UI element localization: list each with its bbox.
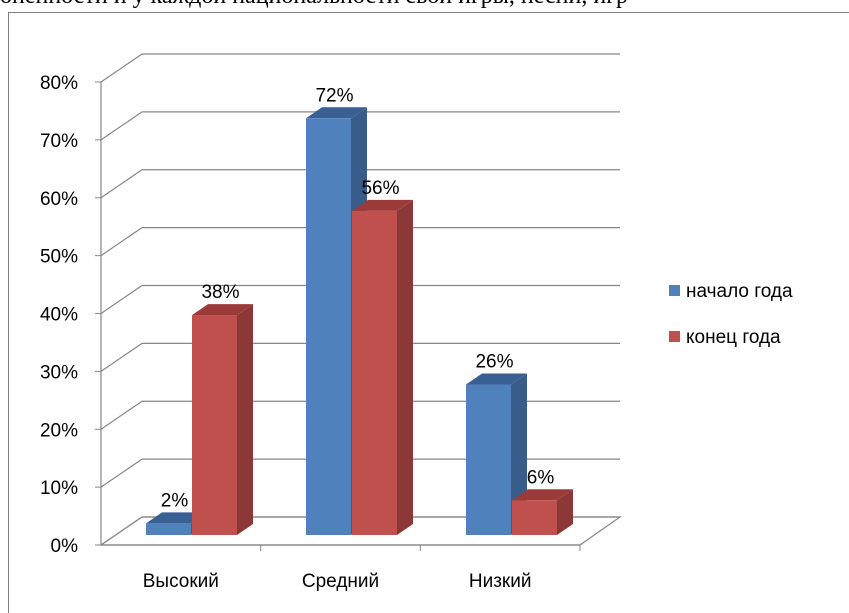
bars — [146, 107, 573, 536]
bar-top-face — [306, 107, 367, 119]
side-wall-gridline — [100, 285, 143, 314]
side-wall-gridline — [100, 400, 143, 430]
data-label: 56% — [361, 178, 399, 199]
bar-side-face — [397, 199, 413, 535]
axes: 0% 10% 20% 30% 40% 50% 60% 70% 80% Высокий Средний… — [40, 73, 581, 592]
bar-front-face — [466, 384, 511, 535]
y-tick-label: 20% — [40, 420, 78, 441]
data-label: 38% — [201, 282, 239, 303]
side-wall-gridline — [100, 169, 143, 199]
bar-side-face — [237, 304, 253, 535]
y-tick-label: 70% — [40, 131, 78, 152]
chart-frame — [8, 12, 849, 613]
bar-side-face — [557, 489, 573, 535]
background-document-text: оненности и у каждой национальности свои… — [0, 0, 849, 11]
side-wall-gridline — [100, 111, 143, 141]
y-tick-label: 0% — [51, 536, 79, 557]
bar-front-face — [192, 315, 237, 535]
data-label: 26% — [475, 352, 513, 373]
side-wall-gridline — [100, 53, 143, 83]
legend-label: конец года — [686, 327, 781, 348]
legend: начало года конец года — [669, 281, 793, 348]
data-labels: 2% 38% 72% 56% 26% 6% — [161, 85, 555, 511]
data-label: 2% — [161, 490, 189, 511]
x-tick-label: Низкий — [469, 571, 532, 592]
bar-front-face — [512, 500, 557, 535]
y-tick-label: 40% — [40, 305, 78, 326]
data-label: 6% — [527, 467, 555, 488]
legend-swatch — [669, 331, 680, 342]
bar-top-face — [146, 512, 207, 524]
y-tick-label: 30% — [40, 362, 78, 383]
y-tick-label: 80% — [40, 73, 78, 94]
bar-front-face — [146, 523, 191, 535]
bar-end-of-year-0 — [192, 304, 253, 535]
bar-end-of-year-1 — [352, 199, 413, 535]
bar-front-face — [306, 118, 351, 536]
y-tick-label: 10% — [40, 478, 78, 499]
side-wall-gridline — [100, 227, 143, 257]
bar-top-face — [352, 199, 413, 211]
side-wall-gridline — [100, 458, 143, 488]
bar-top-face — [512, 489, 573, 501]
y-tick-label: 60% — [40, 189, 78, 210]
legend-swatch — [669, 285, 680, 296]
data-label: 72% — [315, 85, 353, 106]
x-tick-label: Высокий — [143, 571, 219, 592]
side-wall-gridline — [100, 342, 143, 372]
y-tick-label: 50% — [40, 247, 78, 268]
bar-top-face — [192, 304, 253, 316]
bar-end-of-year-2 — [512, 489, 573, 535]
x-tick-label: Средний — [302, 571, 379, 592]
legend-label: начало года — [686, 281, 793, 302]
bar-front-face — [352, 210, 397, 535]
bar-top-face — [466, 373, 527, 385]
